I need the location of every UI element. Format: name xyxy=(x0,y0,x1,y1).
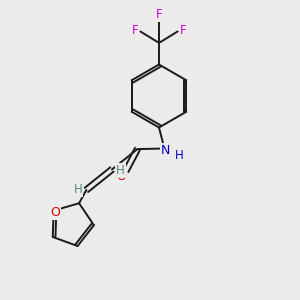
Text: O: O xyxy=(117,169,126,183)
Text: F: F xyxy=(180,24,186,38)
Text: H: H xyxy=(116,164,125,177)
Text: F: F xyxy=(156,8,162,21)
Text: H: H xyxy=(174,148,183,162)
Text: N: N xyxy=(161,143,171,157)
Text: F: F xyxy=(132,24,138,38)
Text: O: O xyxy=(50,206,60,218)
Text: H: H xyxy=(74,183,82,196)
